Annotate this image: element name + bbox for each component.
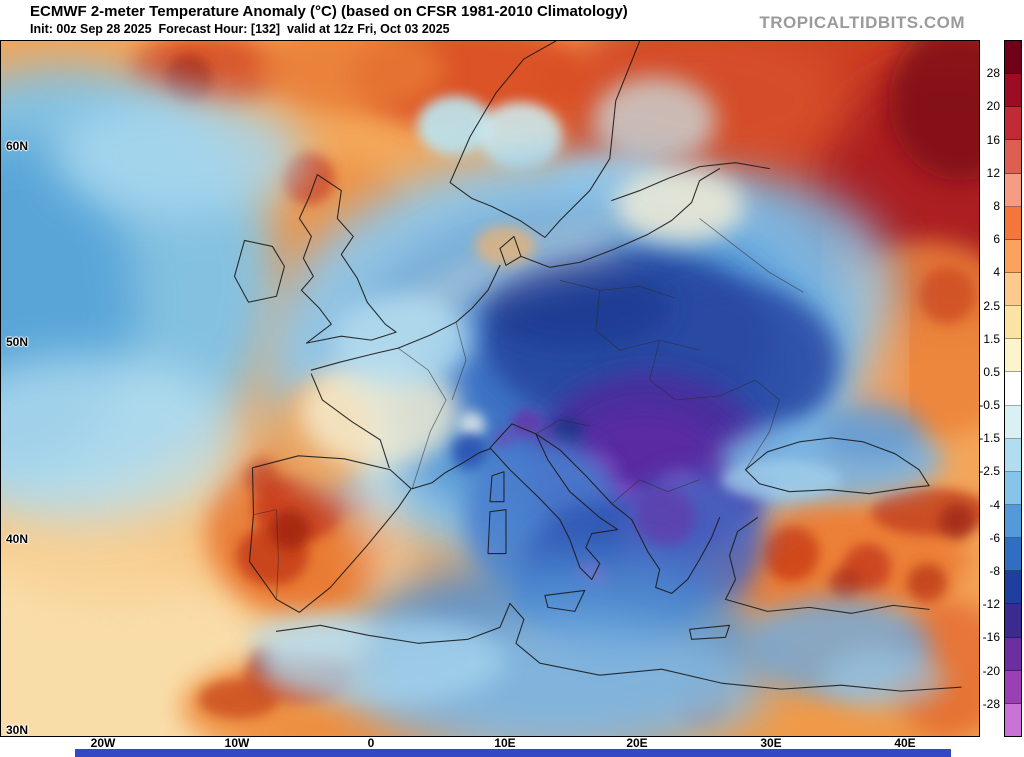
lon-label-30e: 30E (760, 736, 782, 750)
lon-label-10w: 10W (224, 736, 250, 750)
colorbar-seg (1005, 206, 1021, 240)
colorbar-tick: -1.5 (979, 431, 1000, 445)
colorbar-seg (1005, 504, 1021, 539)
colorbar-seg (1005, 107, 1021, 141)
colorbar-seg (1005, 405, 1021, 439)
anomaly-map-image (1, 41, 979, 736)
colorbar-tick: 8 (993, 199, 1000, 213)
country-borders (253, 218, 804, 600)
colorbar-tick: -12 (982, 597, 1000, 611)
colorbar-seg (1005, 604, 1021, 638)
colorbar-tick: 6 (993, 232, 1000, 246)
lon-label-20e: 20E (626, 736, 648, 750)
lon-label-20w: 20W (90, 736, 116, 750)
colorbar-tick: 4 (993, 265, 1000, 279)
colorbar-strip (1004, 40, 1022, 737)
colorbar-tick: 1.5 (983, 332, 1000, 346)
longitude-axis: 20W 10W 0 10E 20E 30E 40E (0, 737, 1024, 757)
lon-label-40e: 40E (894, 736, 916, 750)
lat-label-60n: 60N (6, 139, 29, 153)
lon-label-0: 0 (367, 736, 375, 750)
colorbar-tick: 16 (986, 133, 1000, 147)
colorbar-seg (1005, 703, 1021, 736)
colorbar-tick: 0.5 (983, 365, 1000, 379)
colorbar-tick: -4 (989, 498, 1000, 512)
colorbar-seg (1005, 670, 1021, 704)
coastlines (233, 41, 962, 692)
colorbar-seg (1005, 438, 1021, 472)
colorbar-seg (1005, 372, 1021, 406)
header: ECMWF 2-meter Temperature Anomaly (°C) (… (0, 0, 1024, 40)
forecast-info: Init: 00z Sep 28 2025 Forecast Hour: [13… (30, 22, 450, 36)
lat-label-50n: 50N (6, 335, 29, 349)
colorbar-seg (1005, 74, 1021, 108)
site-watermark: TROPICALTIDBITS.COM (759, 13, 965, 32)
colorbar-tick: -8 (989, 564, 1000, 578)
colorbar-tick: -6 (989, 531, 1000, 545)
colorbar-seg (1005, 140, 1021, 174)
page-title: ECMWF 2-meter Temperature Anomaly (°C) (… (30, 3, 628, 20)
colorbar-seg (1005, 471, 1021, 505)
forecast-map: 60N 50N 40N 30N (0, 40, 980, 737)
colorbar-seg (1005, 239, 1021, 273)
colorbar-tick: -16 (982, 630, 1000, 644)
colorbar-seg (1005, 173, 1021, 207)
colorbar-tick: -20 (982, 664, 1000, 678)
colorbar-seg (1005, 306, 1021, 340)
lat-label-30n: 30N (6, 723, 29, 737)
lon-label-10e: 10E (494, 736, 516, 750)
colorbar-seg (1005, 538, 1021, 572)
animation-progress-bar[interactable] (75, 749, 951, 757)
colorbar-seg (1005, 41, 1021, 75)
colorbar-tick: -28 (982, 697, 1000, 711)
colorbar-seg (1005, 339, 1021, 373)
colorbar-tick: 2.5 (983, 299, 1000, 313)
colorbar-seg (1005, 637, 1021, 671)
anomaly-field (1, 41, 979, 736)
colorbar-tick: 28 (986, 66, 1000, 80)
colorbar-legend: 28 20 16 12 8 6 4 2.5 1.5 0.5 -0.5 -1.5 … (979, 40, 1024, 737)
lat-label-40n: 40N (6, 532, 29, 546)
colorbar-tick: 20 (986, 99, 1000, 113)
colorbar-tick: -2.5 (979, 464, 1000, 478)
colorbar-tick: 12 (986, 166, 1000, 180)
colorbar-seg (1005, 272, 1021, 307)
colorbar-tick: -0.5 (979, 398, 1000, 412)
colorbar-seg (1005, 571, 1021, 605)
